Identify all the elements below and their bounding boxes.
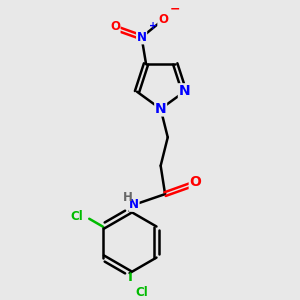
Text: Cl: Cl xyxy=(70,211,83,224)
Text: O: O xyxy=(189,175,201,189)
Text: +: + xyxy=(149,21,157,31)
Text: N: N xyxy=(155,102,167,116)
Text: O: O xyxy=(110,20,120,33)
Text: N: N xyxy=(129,198,139,211)
Text: Cl: Cl xyxy=(136,286,148,299)
Text: O: O xyxy=(158,13,168,26)
Text: −: − xyxy=(170,2,181,16)
Text: N: N xyxy=(136,31,147,44)
Text: H: H xyxy=(123,191,133,204)
Text: N: N xyxy=(178,84,190,98)
